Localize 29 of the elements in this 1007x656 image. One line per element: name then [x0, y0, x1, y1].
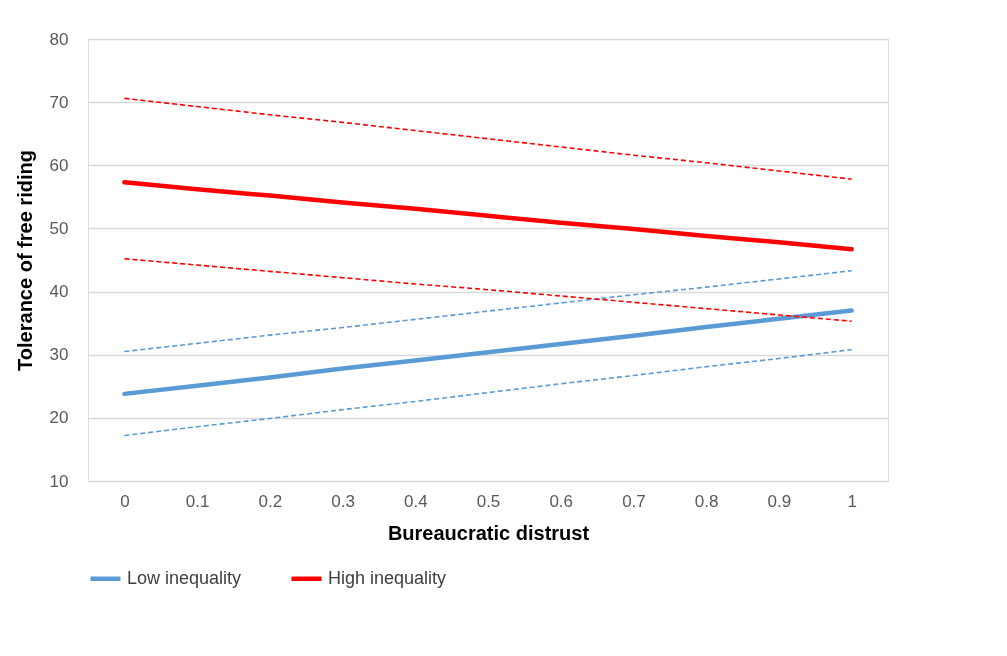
- x-tick-label: 0.2: [258, 491, 283, 511]
- x-tick-label: 0.1: [185, 491, 210, 511]
- x-tick-label: 0: [120, 491, 130, 511]
- y-tick-label: 40: [49, 282, 69, 302]
- line-series: [122, 180, 854, 252]
- x-tick-label: 1: [847, 491, 857, 511]
- y-tick-label: 10: [49, 471, 69, 491]
- x-tick-label: 0.5: [476, 491, 501, 511]
- line-series: [123, 348, 853, 437]
- line-series: [123, 269, 853, 353]
- y-axis-title: Tolerance of free riding: [13, 150, 36, 371]
- line-series: [123, 97, 853, 180]
- y-tick-label: 30: [49, 345, 69, 365]
- y-tick-label: 20: [49, 408, 69, 428]
- y-tick-label: 70: [49, 92, 69, 112]
- x-tick-label: 0.6: [549, 491, 574, 511]
- x-tick-label: 0.9: [767, 491, 792, 511]
- x-tick-label: 0.7: [622, 491, 646, 511]
- legend-label: High inequality: [328, 567, 447, 588]
- line-series: [122, 308, 854, 397]
- x-axis-title: Bureaucratic distrust: [387, 521, 590, 544]
- x-tick-label: 0.8: [694, 491, 719, 511]
- y-tick-label: 60: [49, 155, 69, 175]
- x-tick-label: 0.4: [403, 491, 428, 511]
- x-tick-label: 0.3: [331, 491, 355, 511]
- y-tick-label: 80: [49, 29, 69, 49]
- line-series: [123, 257, 853, 323]
- legend-label: Low inequality: [127, 567, 242, 588]
- y-tick-label: 50: [49, 218, 69, 238]
